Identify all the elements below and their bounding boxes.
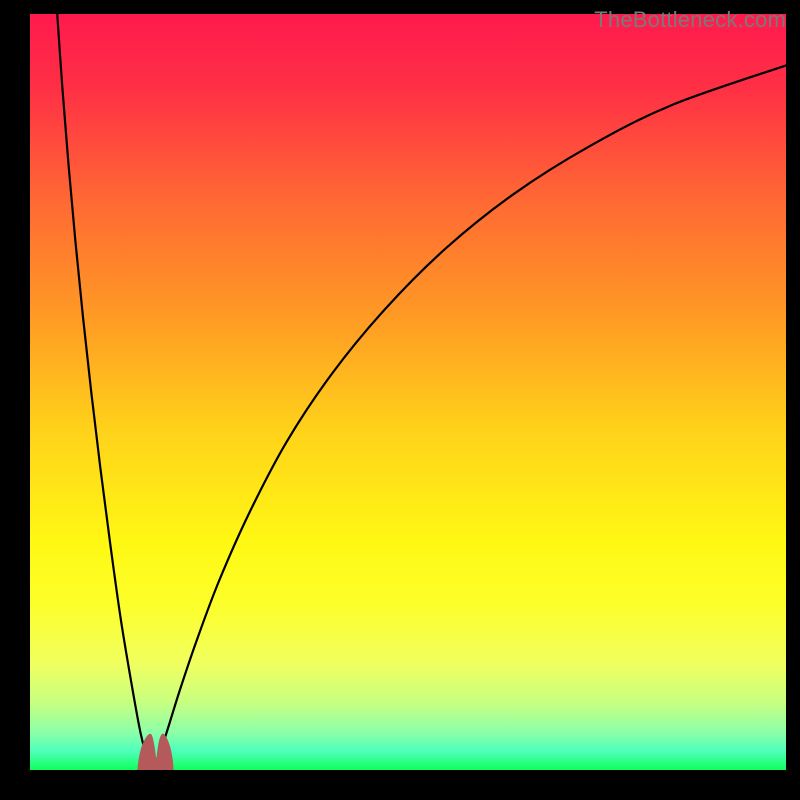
bottleneck-curve — [57, 14, 786, 764]
curve-layer — [30, 14, 786, 770]
watermark-text: TheBottleneck.com — [594, 7, 786, 33]
plot-area — [30, 14, 786, 770]
